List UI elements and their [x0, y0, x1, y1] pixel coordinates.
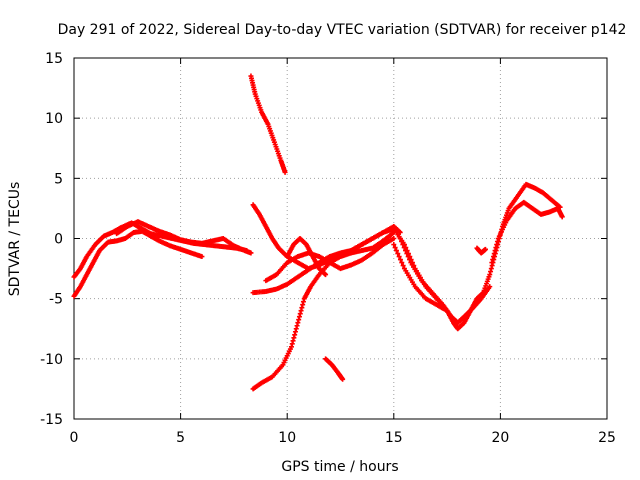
data-point — [399, 260, 405, 266]
y-tick-label: 5 — [54, 171, 63, 187]
x-tick-label: 0 — [70, 430, 79, 446]
data-point — [397, 236, 403, 241]
data-point — [296, 317, 302, 323]
series-arc-5 — [250, 202, 397, 272]
data-point — [397, 257, 403, 263]
y-tick-label: -5 — [49, 292, 63, 308]
y-tick-label: 10 — [45, 111, 63, 127]
y-tick-label: 15 — [45, 51, 63, 67]
y-axis-label: SDTVAR / TECUs — [7, 182, 23, 297]
data-point — [404, 251, 410, 257]
data-point — [323, 272, 329, 278]
data-point — [399, 239, 405, 245]
data-point — [391, 242, 397, 248]
series-arc-3 — [114, 219, 254, 256]
series-arc-11 — [391, 181, 563, 332]
data-point — [403, 248, 409, 254]
chart-title: Day 291 of 2022, Sidereal Day-to-day VTE… — [58, 22, 627, 38]
x-tick-label: 10 — [278, 430, 296, 446]
data-point — [407, 257, 413, 263]
series-arc-2 — [71, 228, 205, 299]
data-point — [396, 254, 402, 260]
x-tick-label: 20 — [491, 430, 509, 446]
series-arc-8 — [263, 236, 397, 284]
data-point — [392, 245, 398, 251]
x-tick-label: 25 — [598, 430, 616, 446]
data-point — [444, 308, 450, 314]
data-point — [400, 263, 406, 269]
y-tick-label: 0 — [54, 232, 63, 248]
data-point — [282, 169, 288, 175]
x-axis-label: GPS time / hours — [281, 459, 398, 475]
series-arc-4 — [248, 73, 288, 175]
y-tick-label: -15 — [40, 412, 63, 428]
data-point — [248, 250, 254, 256]
x-tick-label: 5 — [176, 430, 185, 446]
data-point — [401, 245, 407, 251]
data-point — [405, 254, 411, 260]
axis-ticks: 0 5 10 15 20 25 -15 -10 -5 0 5 10 15 — [40, 51, 616, 446]
series-arc-7 — [250, 223, 403, 392]
data-point — [400, 242, 406, 248]
data-point — [559, 214, 565, 220]
data-point — [393, 248, 399, 254]
data-point — [391, 236, 397, 241]
series-arc-14 — [474, 245, 488, 256]
series-arc-9 — [284, 236, 329, 278]
data-point — [395, 251, 401, 257]
data-point — [340, 376, 346, 382]
x-tick-label: 15 — [385, 430, 403, 446]
data-point — [482, 246, 488, 252]
data-point — [199, 254, 205, 260]
y-tick-label: -10 — [40, 352, 63, 368]
series-arc-10 — [323, 356, 346, 382]
series-arc-13 — [391, 242, 450, 314]
series-arc-15 — [489, 199, 565, 266]
data-series — [71, 73, 565, 392]
data-point — [487, 284, 493, 290]
